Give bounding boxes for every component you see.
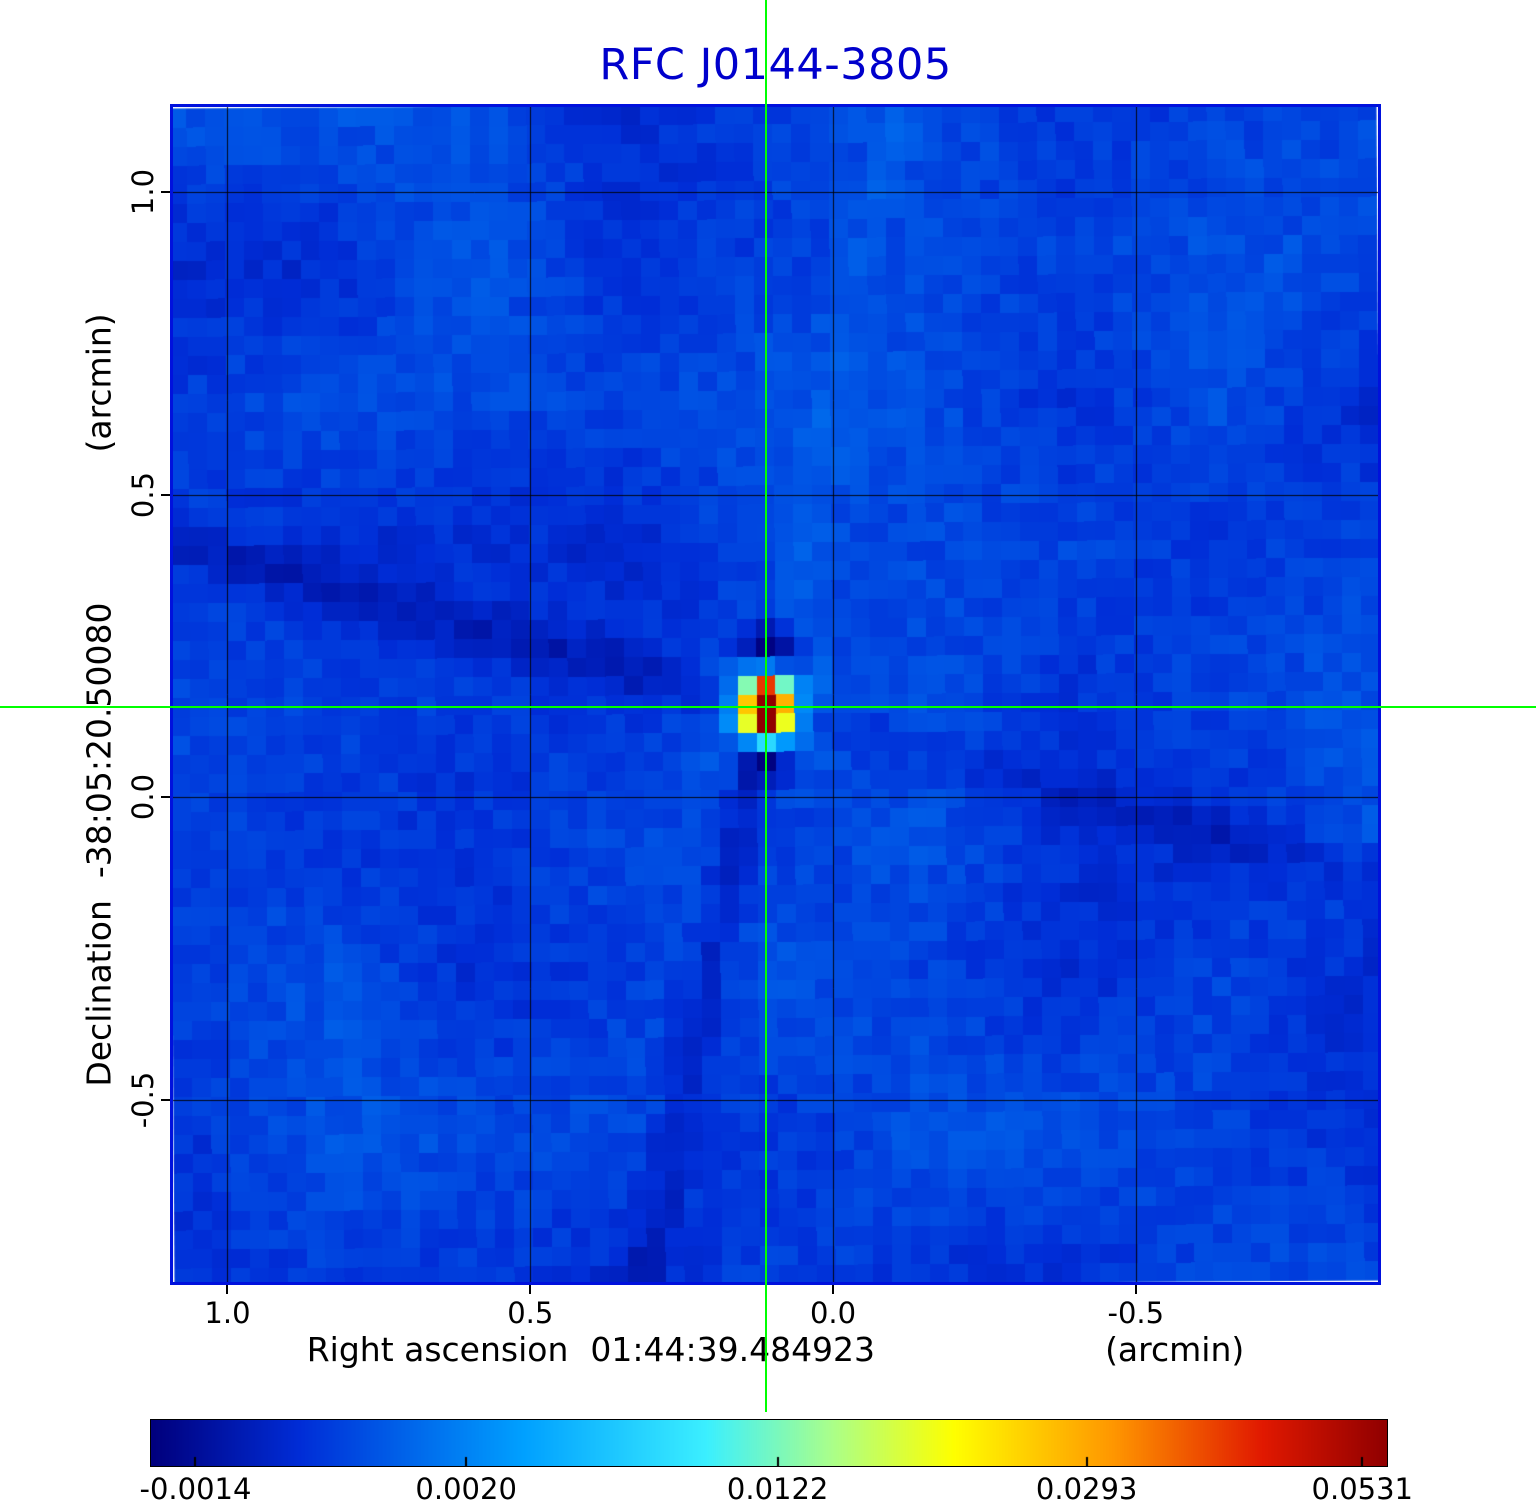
y-tick-label: -0.5 bbox=[126, 1072, 160, 1129]
colorbar bbox=[150, 1419, 1388, 1467]
figure-title: RFC J0144-3805 bbox=[599, 40, 952, 90]
colorbar-tick-label: 0.0531 bbox=[1311, 1472, 1414, 1506]
colorbar-tick-label: 0.0293 bbox=[1035, 1472, 1138, 1506]
y-axis-unit: (arcmin) bbox=[79, 313, 119, 453]
x-tick-mark bbox=[832, 1285, 835, 1294]
x-axis-name: Right ascension bbox=[306, 1330, 569, 1369]
colorbar-canvas bbox=[151, 1420, 1387, 1466]
x-tick-label: 0.0 bbox=[809, 1296, 857, 1330]
crosshair-horizontal-line bbox=[0, 706, 1536, 708]
colorbar-tick-label: 0.0020 bbox=[415, 1472, 517, 1506]
sky-map-canvas bbox=[173, 107, 1378, 1282]
x-axis-coordinate: 01:44:39.484923 bbox=[590, 1330, 876, 1369]
y-axis-label: Declination -38:05:20.50080 (arcmin) bbox=[80, 313, 119, 1086]
x-axis-unit: (arcmin) bbox=[1105, 1330, 1245, 1369]
y-tick-label: 1.0 bbox=[126, 168, 160, 215]
x-tick-label: -0.5 bbox=[1107, 1296, 1165, 1330]
y-tick-mark bbox=[161, 1099, 170, 1102]
x-tick-label: 1.0 bbox=[204, 1296, 251, 1330]
x-axis-label: Right ascension 01:44:39.484923 (arcmin) bbox=[170, 1330, 1381, 1369]
y-axis-coordinate: -38:05:20.50080 bbox=[79, 602, 119, 879]
y-tick-label: 0.0 bbox=[126, 774, 160, 821]
colorbar-tick-label: 0.0122 bbox=[726, 1472, 829, 1506]
y-tick-mark bbox=[161, 493, 170, 496]
y-tick-mark bbox=[161, 190, 170, 193]
x-axis-title: Right ascension 01:44:39.484923 bbox=[307, 1330, 875, 1369]
x-tick-label: 0.5 bbox=[507, 1296, 554, 1330]
plot-frame bbox=[170, 104, 1381, 1285]
y-axis-title: Declination -38:05:20.50080 bbox=[80, 603, 119, 1087]
colorbar-tick-label: -0.0014 bbox=[139, 1472, 252, 1506]
x-tick-mark bbox=[529, 1285, 532, 1294]
y-axis-name: Declination bbox=[79, 900, 119, 1087]
y-tick-label: 0.5 bbox=[126, 471, 160, 518]
x-tick-mark bbox=[1134, 1285, 1137, 1294]
x-tick-mark bbox=[226, 1285, 229, 1294]
y-tick-mark bbox=[161, 796, 170, 799]
